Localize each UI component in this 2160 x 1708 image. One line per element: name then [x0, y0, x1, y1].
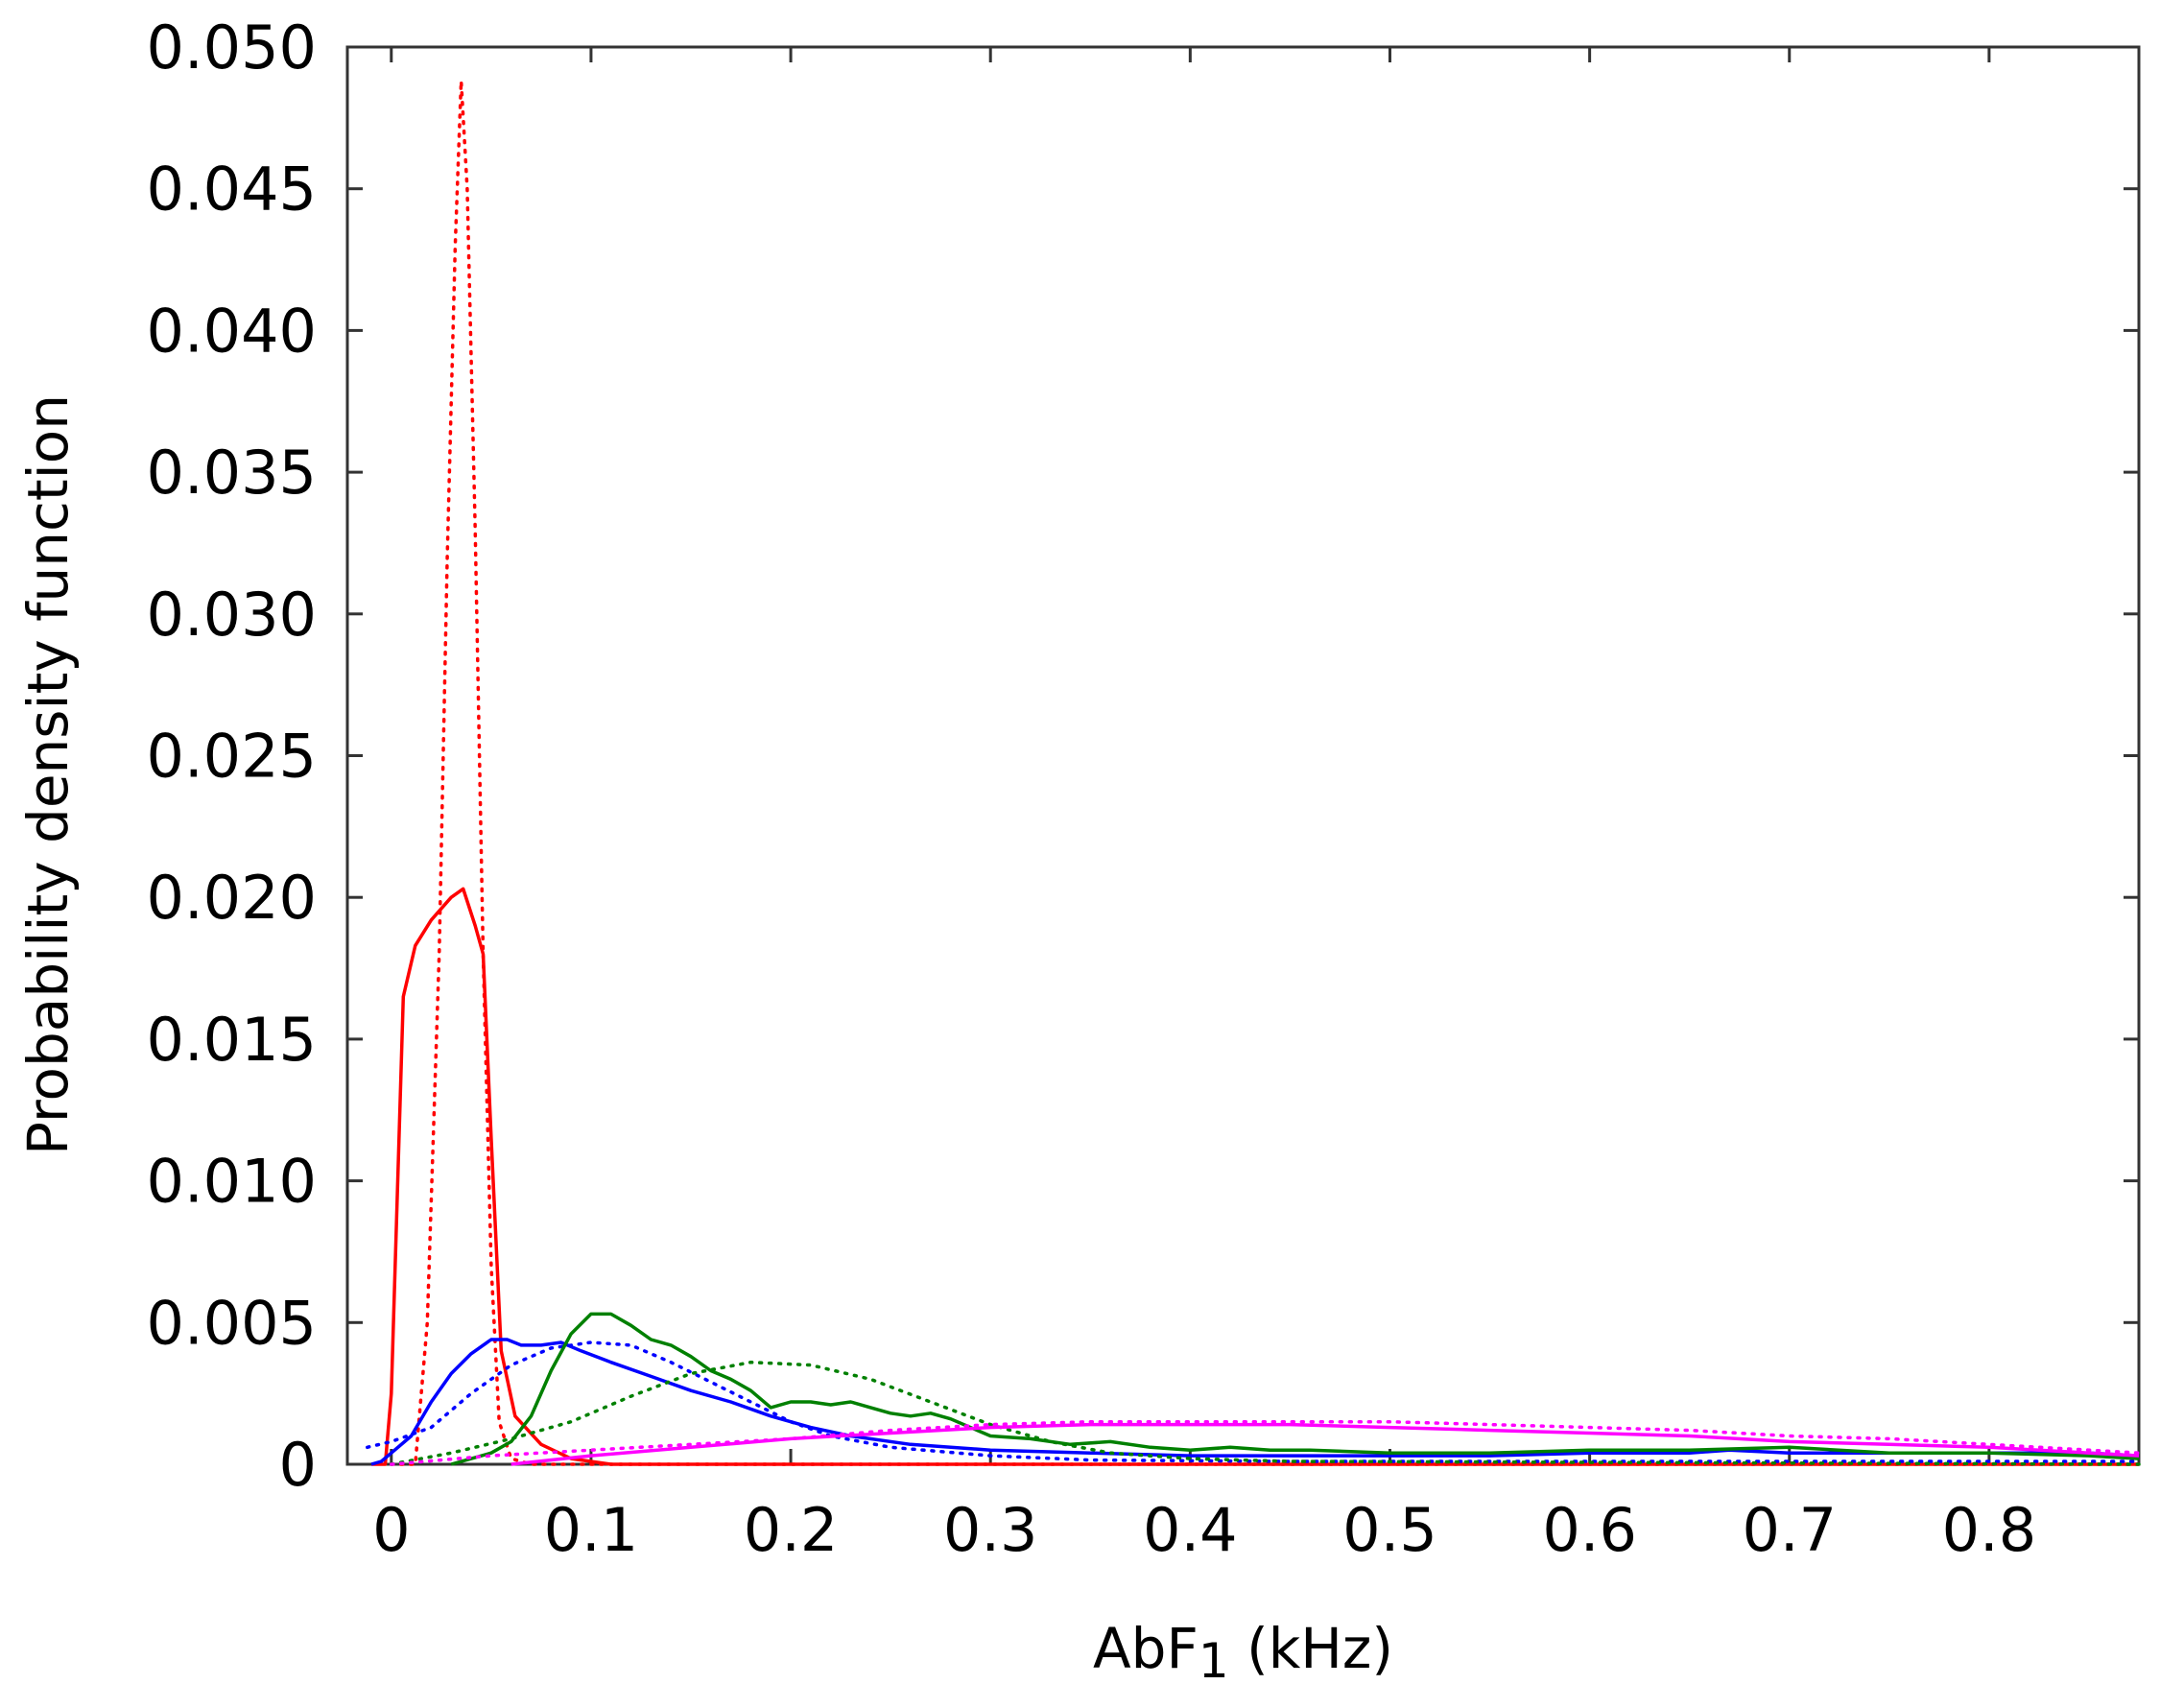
x-axis-title-subscript: 1 — [1199, 1633, 1229, 1689]
series-line-solid-7 — [510, 1422, 2140, 1466]
series-line-dotted-6 — [390, 1419, 2141, 1466]
series-line-dotted-0 — [390, 79, 2141, 1466]
x-tick-label: 0.8 — [1942, 1495, 2037, 1565]
series-line-solid-5 — [450, 1312, 2140, 1466]
y-tick-label: 0.045 — [147, 154, 318, 225]
y-tick-label: 0.025 — [147, 722, 318, 792]
x-tick-label: 0.4 — [1143, 1495, 1238, 1565]
y-axis-ticks: 0 0.005 0.010 0.015 0.020 0.025 0.030 0.035 0.04… — [147, 12, 2139, 1500]
y-tick-label: 0.040 — [147, 296, 318, 366]
x-tick-label: 0.6 — [1542, 1495, 1637, 1565]
y-tick-label: 0.050 — [147, 12, 318, 83]
x-axis-ticks: 0 0.1 0.2 0.3 0.4 0.5 0.6 0.7 0.8 — [372, 47, 2036, 1565]
x-axis-title-unit: (kHz) — [1229, 1616, 1393, 1681]
x-tick-label: 0.3 — [943, 1495, 1038, 1565]
y-tick-label: 0.020 — [147, 863, 318, 933]
series-line-solid-3 — [370, 1338, 2140, 1466]
x-axis-title: AbF1 (kHz) — [1093, 1616, 1393, 1689]
series-line-solid-1 — [371, 887, 2139, 1466]
y-tick-label: 0.015 — [147, 1005, 318, 1075]
y-tick-label: 0.030 — [147, 580, 318, 650]
y-tick-label: 0.010 — [147, 1147, 318, 1217]
series-line-dotted-4 — [390, 1360, 2141, 1466]
series-lines — [366, 79, 2141, 1466]
y-tick-label: 0 — [279, 1430, 317, 1500]
x-axis-title-main: AbF — [1093, 1616, 1199, 1681]
x-tick-label: 0.1 — [544, 1495, 639, 1565]
y-axis-title: Probability density function — [15, 394, 81, 1155]
x-tick-label: 0.2 — [744, 1495, 839, 1565]
x-tick-label: 0 — [372, 1495, 410, 1565]
plot-area — [345, 45, 2141, 1466]
y-tick-label: 0.035 — [147, 438, 318, 508]
y-tick-label: 0.005 — [147, 1288, 318, 1358]
plot-border — [345, 45, 2141, 1466]
x-tick-label: 0.7 — [1742, 1495, 1837, 1565]
x-tick-label: 0.5 — [1342, 1495, 1437, 1565]
